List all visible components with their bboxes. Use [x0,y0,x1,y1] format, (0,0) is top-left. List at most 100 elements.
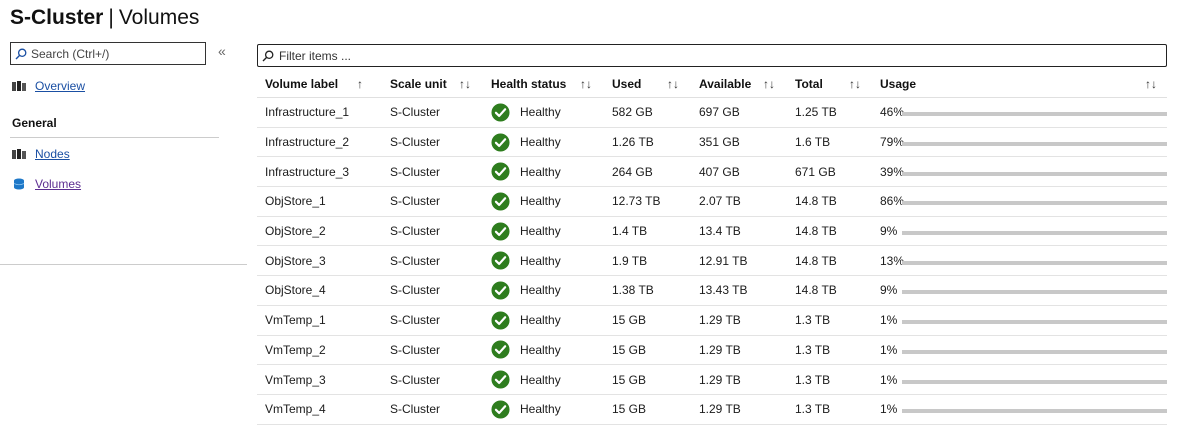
cell-health-status: Healthy [491,128,561,157]
checkmark-circle-icon [491,311,510,330]
filter-input[interactable] [279,48,1166,63]
cell-health-status: Healthy [491,217,561,246]
table-row[interactable]: ObjStore_4 S-Cluster Healthy 1.38 TB 13.… [257,276,1167,306]
cell-health-status: Healthy [491,395,561,424]
col-header-scale-unit[interactable]: Scale unit [390,76,447,91]
checkmark-circle-icon [491,281,510,300]
cell-available: 351 GB [699,135,740,150]
table-row[interactable]: ObjStore_3 S-Cluster Healthy 1.9 TB 12.9… [257,246,1167,277]
cell-scale-unit: S-Cluster [390,194,441,209]
cell-available: 407 GB [699,164,740,179]
usage-bar [902,290,1167,295]
usage-bar [902,409,1167,414]
usage-percent: 1% [880,402,898,417]
health-status-text: Healthy [520,164,561,179]
checkmark-circle-icon [491,340,510,359]
cell-scale-unit: S-Cluster [390,105,441,120]
table-row[interactable]: VmTemp_4 S-Cluster Healthy 15 GB 1.29 TB… [257,395,1167,425]
health-status-text: Healthy [520,402,561,417]
sidebar-divider [10,137,219,138]
col-header-usage[interactable]: Usage [880,76,917,91]
cell-scale-unit: S-Cluster [390,224,441,239]
sidebar-item-label: Volumes [35,177,82,191]
filter-box[interactable] [257,44,1167,67]
cell-available: 1.29 TB [699,402,741,417]
col-header-used[interactable]: Used [612,76,642,91]
table-row[interactable]: ObjStore_2 S-Cluster Healthy 1.4 TB 13.4… [257,217,1167,247]
usage-percent: 39% [880,164,905,179]
cluster-name: S-Cluster [10,6,104,29]
search-icon [15,48,27,59]
search-icon [262,50,274,61]
table-row[interactable]: Infrastructure_3 S-Cluster Healthy 264 G… [257,157,1167,188]
usage-percent: 1% [880,342,898,357]
table-row[interactable]: ObjStore_1 S-Cluster Healthy 12.73 TB 2.… [257,187,1167,217]
cell-scale-unit: S-Cluster [390,313,441,328]
table-row[interactable]: VmTemp_1 S-Cluster Healthy 15 GB 1.29 TB… [257,306,1167,336]
usage-bar [902,349,1167,354]
sort-icon[interactable]: ↑↓ [849,76,861,91]
cell-used: 1.9 TB [612,253,648,268]
table-row[interactable]: VmTemp_2 S-Cluster Healthy 15 GB 1.29 TB… [257,336,1167,366]
checkmark-circle-icon [491,400,510,419]
cell-total: 14.8 TB [795,253,837,268]
cell-used: 582 GB [612,105,653,120]
cell-health-status: Healthy [491,276,561,305]
col-header-health-status[interactable]: Health status [491,76,567,91]
sort-ascending-icon[interactable]: ↑ [357,76,363,91]
cell-total: 1.3 TB [795,402,831,417]
cell-available: 1.29 TB [699,313,741,328]
table-row[interactable]: Infrastructure_1 S-Cluster Healthy 582 G… [257,98,1167,128]
collapse-sidebar-button[interactable]: « [218,43,226,59]
cell-usage: 1% [880,336,1167,365]
cell-available: 13.43 TB [699,283,748,298]
col-header-available[interactable]: Available [699,76,752,91]
cell-used: 15 GB [612,313,647,328]
cell-usage: 1% [880,395,1167,424]
table-row[interactable]: VmTemp_3 S-Cluster Healthy 15 GB 1.29 TB… [257,365,1167,395]
sidebar-group-heading: General [12,116,57,130]
cell-usage: 1% [880,365,1167,394]
cell-volume-label: ObjStore_3 [265,253,326,268]
sort-icon[interactable]: ↑↓ [1145,76,1157,91]
health-status-text: Healthy [520,135,561,150]
cell-used: 264 GB [612,164,653,179]
cell-used: 12.73 TB [612,194,661,209]
health-status-text: Healthy [520,313,561,328]
cell-available: 12.91 TB [699,253,748,268]
usage-percent: 1% [880,313,898,328]
cell-scale-unit: S-Cluster [390,283,441,298]
cell-volume-label: VmTemp_3 [265,372,326,387]
sidebar-search-box[interactable] [10,42,206,65]
cell-health-status: Healthy [491,187,561,216]
cell-available: 2.07 TB [699,194,741,209]
cell-usage: 46% [880,98,1167,127]
usage-bar [902,260,1167,265]
col-header-volume-label[interactable]: Volume label [265,76,339,91]
checkmark-circle-icon [491,251,510,270]
cell-total: 14.8 TB [795,283,837,298]
sidebar-item-overview[interactable]: Overview [12,79,85,93]
sidebar-item-nodes[interactable]: Nodes [12,147,70,161]
cell-volume-label: ObjStore_2 [265,224,326,239]
col-header-total[interactable]: Total [795,76,823,91]
cell-volume-label: VmTemp_1 [265,313,326,328]
volumes-table: Volume label ↑ Scale unit ↑↓ Health stat… [257,70,1167,425]
cell-usage: 9% [880,217,1167,246]
sort-icon[interactable]: ↑↓ [580,76,592,91]
page-title: S-Cluster | Volumes [10,6,199,30]
sort-icon[interactable]: ↑↓ [667,76,679,91]
cell-health-status: Healthy [491,98,561,127]
sidebar-item-volumes[interactable]: Volumes [12,177,81,191]
sort-icon[interactable]: ↑↓ [763,76,775,91]
cell-scale-unit: S-Cluster [390,342,441,357]
health-status-text: Healthy [520,224,561,239]
cell-usage: 79% [880,128,1167,157]
table-row[interactable]: Infrastructure_2 S-Cluster Healthy 1.26 … [257,128,1167,158]
sidebar-search-input[interactable] [31,46,201,61]
title-separator: | [108,6,114,29]
cell-health-status: Healthy [491,306,561,335]
cell-volume-label: Infrastructure_1 [265,105,350,120]
sort-icon[interactable]: ↑↓ [459,76,471,91]
sidebar-bottom-divider [0,264,247,265]
